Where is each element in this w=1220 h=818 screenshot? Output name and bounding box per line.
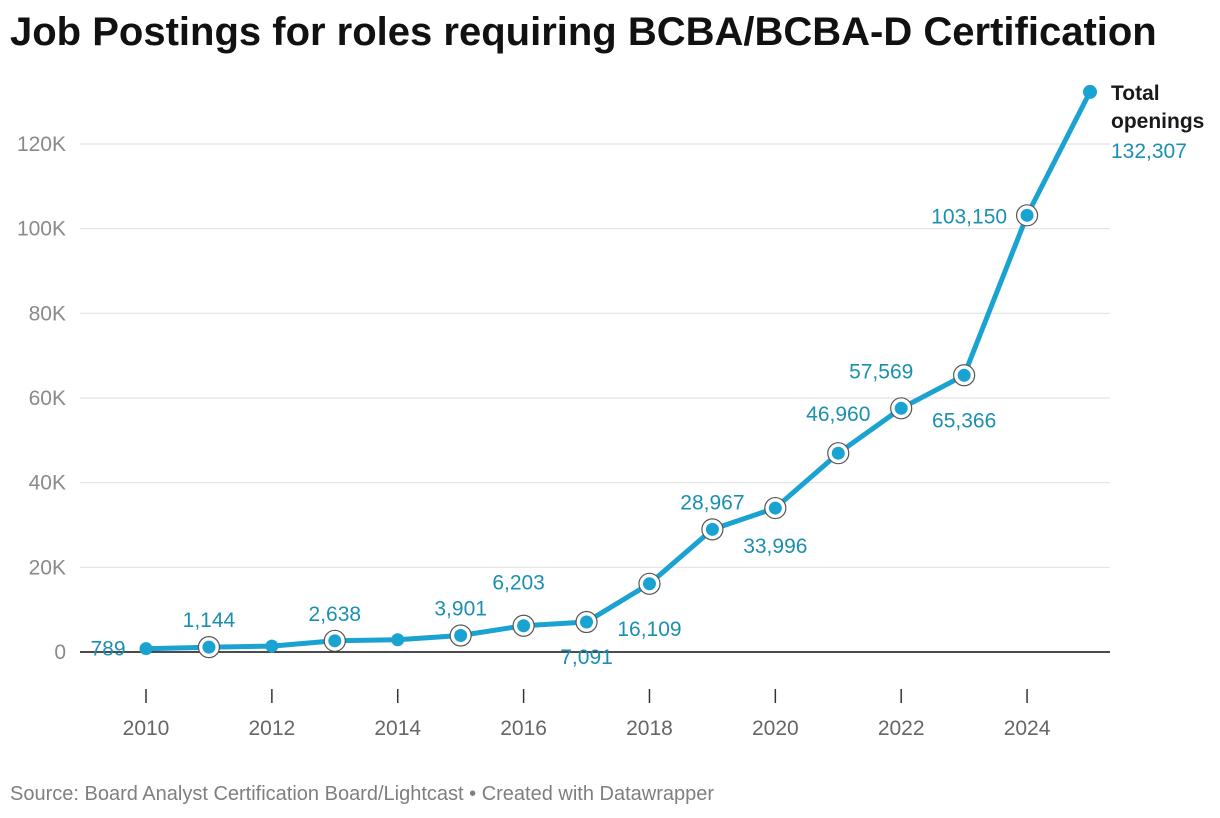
- chart-title: Job Postings for roles requiring BCBA/BC…: [10, 10, 1157, 54]
- data-label: 33,996: [743, 535, 807, 558]
- data-point: [831, 446, 845, 460]
- x-tick-label: 2010: [123, 717, 170, 740]
- x-tick-label: 2020: [752, 717, 799, 740]
- series-name-label: Total: [1111, 82, 1160, 105]
- data-point: [517, 619, 531, 633]
- data-point: [328, 634, 342, 648]
- x-tick-label: 2022: [878, 717, 925, 740]
- x-tick-label: 2012: [249, 717, 296, 740]
- y-tick-label: 0: [54, 641, 66, 664]
- series-name-label: openings: [1111, 110, 1204, 133]
- x-tick-label: 2018: [626, 717, 673, 740]
- data-label: 789: [90, 638, 125, 661]
- data-label: 28,967: [680, 491, 744, 514]
- series-last-value: 132,307: [1111, 140, 1187, 163]
- data-point: [957, 368, 971, 382]
- x-tick-label: 2024: [1004, 717, 1051, 740]
- data-point: [1083, 84, 1097, 99]
- data-point: [705, 522, 719, 536]
- data-label: 3,901: [434, 597, 487, 620]
- data-label: 1,144: [183, 609, 236, 632]
- source-note: Source: Board Analyst Certification Boar…: [10, 783, 715, 805]
- data-label: 103,150: [931, 205, 1007, 228]
- data-label: 46,960: [806, 403, 870, 426]
- data-label: 57,569: [849, 360, 913, 383]
- y-tick-label: 120K: [17, 133, 66, 156]
- data-label: 7,091: [560, 646, 613, 669]
- y-tick-label: 100K: [17, 218, 66, 241]
- data-point: [894, 401, 908, 415]
- data-point: [1020, 208, 1034, 222]
- y-tick-label: 40K: [29, 472, 66, 495]
- data-point: [202, 640, 216, 654]
- data-label: 65,366: [932, 409, 996, 432]
- y-tick-label: 80K: [29, 302, 66, 325]
- x-axis: 2010 2012 2014 2016 2018 2020 2022 2024: [123, 689, 1051, 740]
- data-label: 2,638: [309, 603, 362, 626]
- data-label: 6,203: [492, 572, 545, 595]
- data-point: [391, 633, 405, 647]
- data-point: [642, 577, 656, 591]
- x-tick-label: 2014: [374, 717, 421, 740]
- y-tick-label: 20K: [29, 556, 66, 579]
- data-label: 16,109: [617, 618, 681, 641]
- data-point: [454, 628, 468, 642]
- data-point: [580, 615, 594, 629]
- data-point: [139, 642, 153, 656]
- y-tick-label: 60K: [29, 387, 66, 410]
- data-point: [768, 501, 782, 515]
- x-tick-label: 2016: [500, 717, 547, 740]
- data-point: [265, 639, 279, 653]
- y-axis: 0 20K 40K 60K 80K 100K 120K: [17, 133, 66, 664]
- gridlines: [80, 143, 1110, 653]
- series-line: [143, 89, 1093, 652]
- series-total-openings: [139, 84, 1097, 659]
